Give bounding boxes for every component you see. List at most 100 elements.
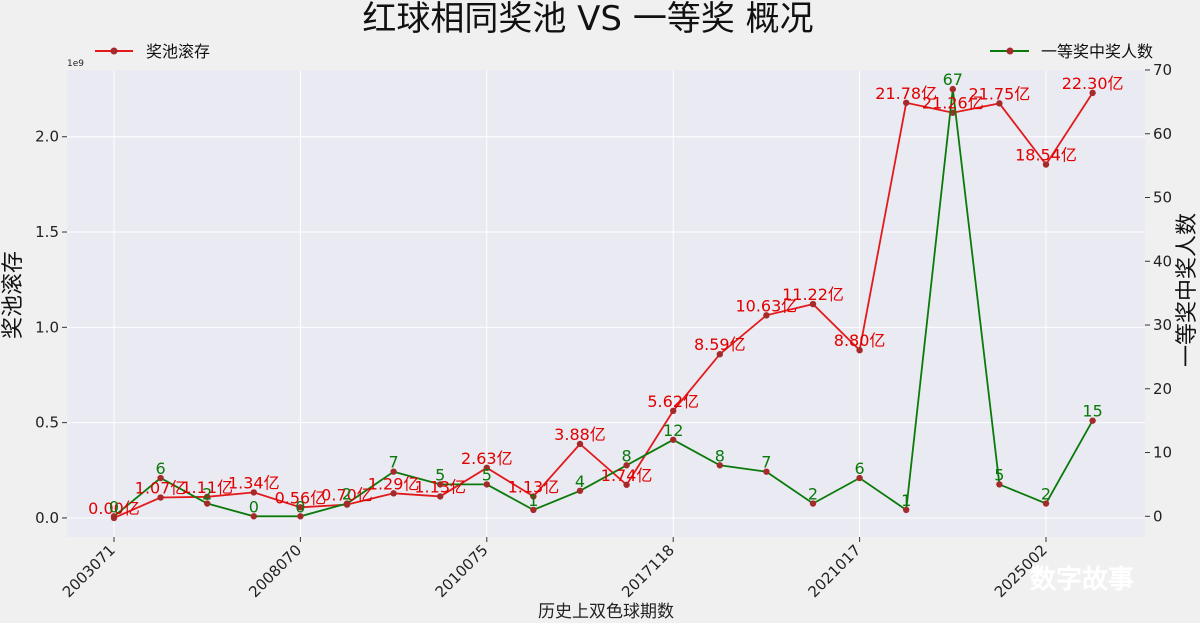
- winners-point: [250, 513, 257, 520]
- winners-data-label: 7: [389, 453, 399, 472]
- winners-data-label: 2: [1041, 485, 1051, 504]
- pool-point: [996, 100, 1003, 107]
- y-right-tick-label: 20: [1153, 380, 1172, 398]
- pool-point: [157, 494, 164, 501]
- y-left-tick-label: 0.5: [35, 414, 59, 432]
- x-tick-label: 2003071: [59, 541, 119, 601]
- winners-point: [157, 474, 164, 482]
- winners-point: [530, 506, 537, 514]
- y-right-tick-label: 40: [1153, 252, 1172, 270]
- pool-point: [856, 347, 863, 354]
- winners-series-line: [113, 88, 1094, 518]
- pool-data-label: 3.88亿: [554, 425, 606, 444]
- grid: [67, 70, 1145, 537]
- pool-series-line: [113, 92, 1094, 519]
- winners-point: [1042, 500, 1050, 507]
- plot-area: [67, 70, 1145, 537]
- winners-data-label: 2: [202, 485, 212, 504]
- series-layer: [110, 85, 1096, 522]
- pool-data-label: 18.54亿: [1015, 146, 1077, 165]
- winners-data-label: 0: [295, 497, 305, 516]
- y-right-tick-label: 30: [1153, 316, 1172, 334]
- pool-point: [763, 312, 770, 319]
- y-right-tick-label: 50: [1153, 189, 1172, 207]
- pool-point: [297, 504, 304, 511]
- pool-data-label: 1.34亿: [228, 473, 280, 492]
- pool-data-label: 0.70亿: [321, 486, 373, 505]
- winners-point: [856, 474, 863, 482]
- pool-point: [204, 493, 211, 500]
- pool-data-label: 21.78亿: [875, 84, 937, 103]
- pool-data-label: 21.26亿: [922, 94, 984, 113]
- pool-data-label: 1.07亿: [135, 479, 187, 498]
- y-right-tick-label: 70: [1153, 61, 1172, 79]
- y-right-tick-label: 60: [1153, 125, 1172, 143]
- x-tick-label: 2008070: [245, 541, 305, 601]
- x-tick-label: 2017118: [618, 541, 678, 601]
- pool-data-label: 22.30亿: [1062, 74, 1124, 93]
- pool-data-label: 1.29亿: [368, 474, 420, 493]
- pool-data-label: 8.80亿: [834, 331, 886, 350]
- winners-data-label: 5: [435, 465, 445, 484]
- y-left-tick-label: 1.0: [35, 318, 59, 336]
- pool-data-label: 11.22亿: [782, 285, 844, 304]
- y-right-tick-label: 10: [1153, 444, 1172, 462]
- pool-data-label: 1.13亿: [414, 477, 466, 496]
- winners-point: [763, 468, 770, 475]
- pool-data-label: 0.56亿: [275, 488, 327, 507]
- winners-data-label: 8: [715, 446, 725, 465]
- y-left-tick-label: 0.0: [35, 509, 59, 527]
- pool-point: [1042, 161, 1050, 168]
- x-axis-label: 历史上双色球期数: [538, 602, 674, 622]
- winners-point: [949, 85, 956, 93]
- pool-point: [250, 489, 257, 496]
- chart-title: 红球相同奖池 VS 一等奖 概况: [362, 0, 813, 39]
- pool-point: [576, 440, 584, 448]
- pool-data-label: 8.59亿: [694, 335, 746, 354]
- y-left-tick-label: 1.5: [35, 223, 59, 241]
- winners-data-label: 4: [575, 472, 585, 491]
- pool-data-label: 21.75亿: [968, 84, 1030, 103]
- winners-data-label: 1: [901, 491, 911, 510]
- y-axis-label-left: 奖池滚存: [1, 251, 26, 339]
- winners-data-label: 2: [808, 485, 818, 504]
- data-labels: 0.00亿1.07亿1.11亿1.34亿0.56亿0.70亿1.29亿1.13亿…: [88, 70, 1123, 518]
- winners-point: [110, 513, 118, 520]
- pool-data-label: 2.63亿: [461, 449, 513, 468]
- winners-data-label: 6: [156, 459, 166, 478]
- x-tick-label: 2010075: [432, 541, 492, 601]
- winners-point: [996, 481, 1003, 488]
- winners-data-label: 6: [855, 459, 865, 478]
- winners-point: [623, 462, 630, 469]
- legend-winners-label: 一等奖中奖人数: [1041, 42, 1153, 61]
- pool-point: [716, 351, 723, 358]
- pool-data-label: 10.63亿: [735, 296, 797, 315]
- winners-data-label: 15: [1082, 402, 1102, 421]
- pool-data-label: 1.74亿: [601, 466, 653, 485]
- winners-point: [716, 462, 723, 469]
- legend-pool-marker: [110, 47, 118, 55]
- pool-point: [483, 464, 490, 472]
- pool-data-label: 0.00亿: [88, 499, 140, 518]
- winners-data-label: 2: [342, 485, 352, 504]
- winners-data-label: 0: [109, 497, 119, 516]
- winners-point: [204, 500, 211, 507]
- winners-point: [483, 481, 490, 488]
- y-right-tick-label: 0: [1153, 507, 1163, 525]
- winners-point: [576, 487, 584, 494]
- winners-point: [670, 436, 677, 443]
- pool-point: [623, 481, 630, 488]
- legend-winners-marker: [1006, 47, 1014, 55]
- winners-point: [1089, 417, 1096, 424]
- y-left-tick-label: 2.0: [35, 128, 59, 146]
- winners-data-label: 5: [482, 465, 492, 484]
- pool-data-label: 1.13亿: [508, 477, 560, 496]
- winners-data-label: 0: [249, 497, 259, 516]
- y-offset-text: 1e9: [67, 59, 84, 69]
- winners-point: [903, 506, 910, 514]
- pool-point: [437, 493, 444, 500]
- x-tick-label: 2021017: [804, 541, 864, 601]
- legend-pool-label: 奖池滚存: [146, 42, 210, 61]
- y-axis-label-right: 一等奖中奖人数: [1175, 213, 1200, 367]
